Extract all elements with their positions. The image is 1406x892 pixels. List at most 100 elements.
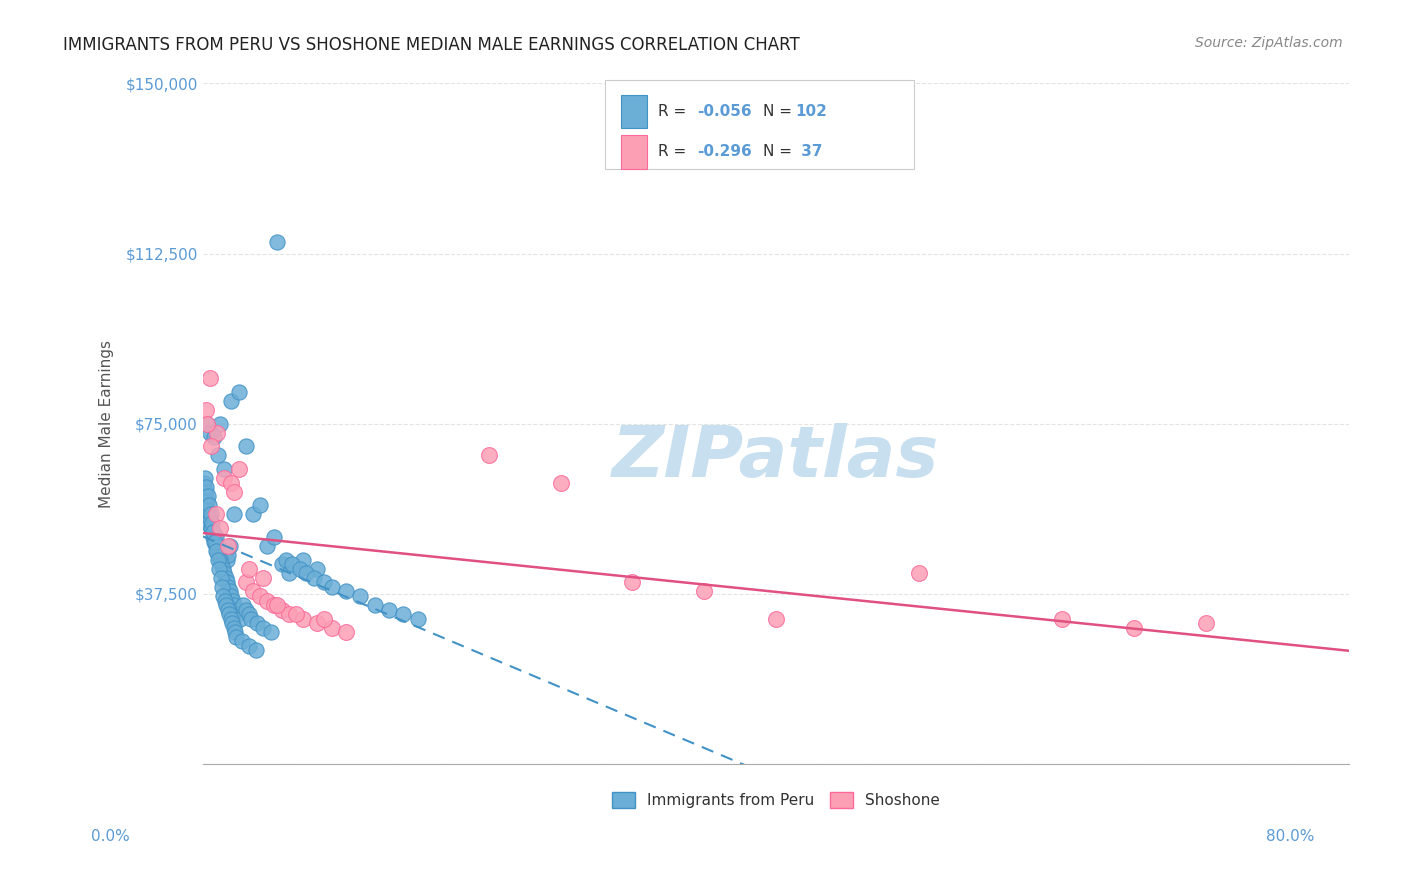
Point [228, 462, 250, 476]
Point [218, 607, 240, 621]
Point [204, 530, 226, 544]
Y-axis label: Median Male Earnings: Median Male Earnings [100, 340, 114, 508]
Point [291, 552, 314, 566]
Point [304, 571, 326, 585]
Point [231, 634, 253, 648]
Point [215, 575, 238, 590]
Point [201, 525, 224, 540]
Point [194, 508, 217, 522]
Point [200, 521, 222, 535]
Point [249, 589, 271, 603]
Point [212, 471, 235, 485]
Point [204, 539, 226, 553]
Point [1052, 612, 1074, 626]
Point [550, 475, 572, 490]
Point [307, 616, 329, 631]
Point [195, 417, 218, 431]
Point [221, 393, 243, 408]
Point [266, 235, 288, 250]
Point [194, 471, 217, 485]
Point [198, 498, 221, 512]
Point [207, 552, 229, 566]
Point [200, 439, 222, 453]
Point [252, 621, 274, 635]
Point [693, 584, 716, 599]
Point [260, 625, 283, 640]
Point [314, 612, 336, 626]
Point [201, 530, 224, 544]
Point [378, 602, 401, 616]
Point [291, 612, 314, 626]
Point [217, 602, 239, 616]
Point [198, 371, 221, 385]
Point [197, 516, 219, 531]
Point [229, 612, 252, 626]
Point [214, 543, 236, 558]
Point [193, 475, 215, 490]
Point [392, 607, 415, 621]
Point [208, 552, 231, 566]
Text: ZIPatlas: ZIPatlas [612, 423, 939, 492]
Point [335, 625, 357, 640]
Point [240, 612, 263, 626]
Point [263, 530, 285, 544]
Point [219, 584, 242, 599]
Text: -0.296: -0.296 [697, 145, 752, 159]
Point [211, 580, 233, 594]
Point [222, 621, 245, 635]
Point [249, 498, 271, 512]
Point [214, 593, 236, 607]
Point [202, 534, 225, 549]
Point [270, 602, 292, 616]
Text: R =: R = [658, 145, 692, 159]
Point [765, 612, 787, 626]
Point [235, 602, 257, 616]
Point [194, 403, 217, 417]
Point [235, 575, 257, 590]
Text: 37: 37 [796, 145, 823, 159]
Point [208, 521, 231, 535]
Point [242, 584, 264, 599]
Point [245, 643, 267, 657]
Point [235, 439, 257, 453]
Point [204, 534, 226, 549]
Point [212, 462, 235, 476]
Text: 0.0%: 0.0% [91, 830, 131, 844]
Point [224, 625, 246, 640]
Point [908, 566, 931, 581]
Text: -0.056: -0.056 [697, 104, 752, 119]
Point [204, 508, 226, 522]
Point [197, 503, 219, 517]
Point [478, 449, 501, 463]
Point [621, 575, 644, 590]
Point [256, 593, 278, 607]
Point [198, 425, 221, 440]
Point [224, 508, 246, 522]
Point [277, 607, 299, 621]
Point [280, 558, 302, 572]
Point [246, 616, 269, 631]
Point [202, 430, 225, 444]
Point [219, 539, 242, 553]
Text: IMMIGRANTS FROM PERU VS SHOSHONE MEDIAN MALE EARNINGS CORRELATION CHART: IMMIGRANTS FROM PERU VS SHOSHONE MEDIAN … [63, 36, 800, 54]
Point [195, 417, 218, 431]
Point [263, 598, 285, 612]
Point [200, 508, 222, 522]
Point [270, 558, 292, 572]
Point [205, 539, 228, 553]
Point [232, 598, 254, 612]
Point [238, 562, 260, 576]
Point [218, 548, 240, 562]
Text: 102: 102 [796, 104, 828, 119]
Point [363, 598, 385, 612]
Point [208, 417, 231, 431]
Point [205, 425, 228, 440]
Point [207, 548, 229, 562]
Point [212, 589, 235, 603]
Point [212, 566, 235, 581]
Point [221, 616, 243, 631]
Point [200, 521, 222, 535]
Point [219, 612, 242, 626]
Point [321, 580, 343, 594]
Point [195, 480, 218, 494]
